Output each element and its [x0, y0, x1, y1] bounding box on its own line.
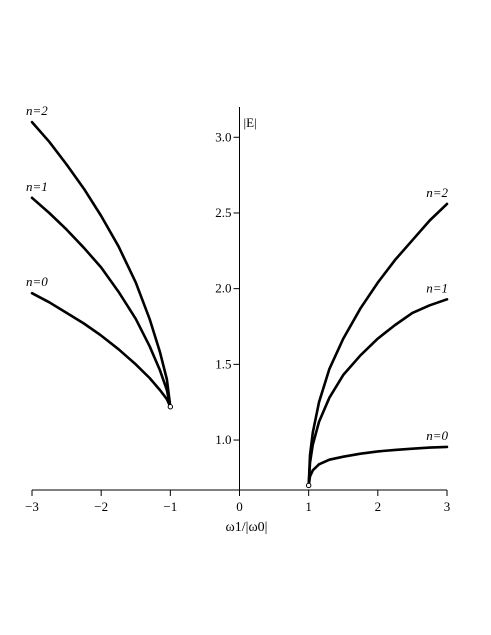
series-line-left-n=2	[30, 120, 172, 408]
series-line-right-n=1	[307, 298, 449, 487]
series-label: n=1	[426, 280, 448, 295]
endpoint-marker	[305, 482, 312, 489]
series-label: n=0	[26, 274, 48, 289]
y-axis-label: |E|	[244, 115, 257, 130]
series-line-right-n=0	[307, 445, 449, 487]
x-tick-label: −1	[163, 499, 177, 514]
endpoint-marker	[167, 404, 174, 410]
series-label: n=2	[426, 185, 448, 200]
curves	[30, 120, 449, 489]
x-tick-label: 1	[305, 499, 312, 514]
x-tick-label: 0	[236, 499, 243, 514]
series-line-right-n=2	[307, 202, 449, 487]
axes	[31, 107, 448, 496]
x-tick-label: 2	[375, 499, 382, 514]
x-tick-label: 3	[444, 499, 451, 514]
y-tick-label: 1.0	[215, 432, 231, 447]
series-label: n=0	[426, 428, 448, 443]
x-tick-label: −3	[25, 499, 39, 514]
series-line-left-n=0	[30, 291, 172, 408]
series-label: n=1	[26, 179, 48, 194]
y-tick-label: 2.0	[215, 281, 231, 296]
x-tick-label: −2	[94, 499, 108, 514]
series-label: n=2	[26, 103, 48, 118]
series-line-left-n=1	[30, 196, 172, 408]
labels: −3 −2 −1 0 1 2 3 ω1/|ω0| 1.0 1.5 2.0 2.5 3.0 |E| n=2 n=…	[25, 103, 450, 535]
x-axis-label: ω1/|ω0|	[226, 520, 268, 535]
y-tick-label: 2.5	[215, 205, 231, 220]
y-tick-label: 1.5	[215, 356, 231, 371]
y-tick-label: 3.0	[215, 129, 231, 144]
